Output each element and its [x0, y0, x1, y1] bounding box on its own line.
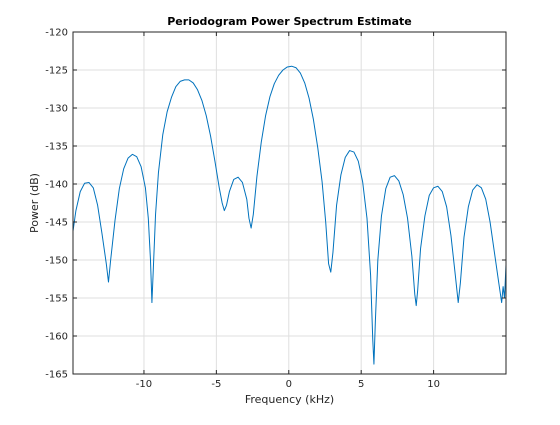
x-tick-label: -5 [211, 379, 221, 390]
y-axis-label: Power (dB) [28, 173, 41, 233]
y-tick-label: -130 [45, 104, 68, 115]
x-tick-label: 5 [358, 379, 364, 390]
y-tick-label: -140 [45, 180, 68, 191]
y-tick-label: -135 [45, 142, 68, 153]
plot-frame [72, 31, 507, 375]
y-tick-label: -145 [45, 218, 68, 229]
y-tick-label: -150 [45, 256, 68, 267]
plot-area [73, 32, 506, 374]
x-axis-label: Frequency (kHz) [245, 393, 334, 406]
y-tick-label: -155 [45, 294, 68, 305]
spectrum-line [73, 65, 506, 365]
y-tick-label: -125 [45, 66, 68, 77]
x-tick-label: 10 [427, 379, 440, 390]
axis-ticks: -10 -5 0 5 10 -120 -125 -130 -135 -140 -145 -150 -15… [45, 28, 506, 390]
chart-title: Periodogram Power Spectrum Estimate [167, 15, 412, 28]
y-tick-label: -160 [45, 332, 68, 343]
x-tick-label: -10 [136, 379, 152, 390]
data-series-layer [73, 65, 506, 365]
y-tick-label: -120 [45, 28, 68, 39]
x-tick-label: 0 [286, 379, 292, 390]
y-tick-label: -165 [45, 370, 68, 381]
